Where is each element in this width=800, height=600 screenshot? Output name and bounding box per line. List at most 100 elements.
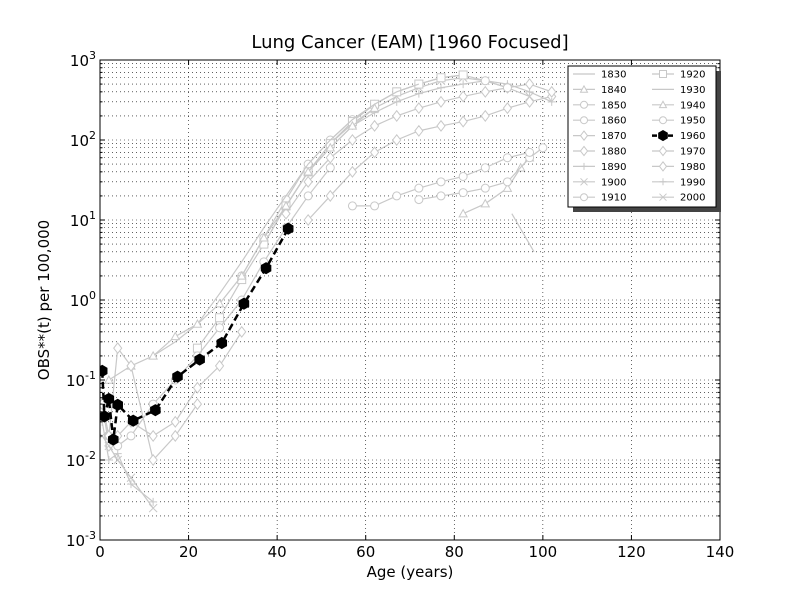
legend-label-1850: 1850 [601,100,626,111]
data-point-1940-3 [170,331,181,341]
data-point-1870-5 [414,124,424,137]
data-point-1880-11 [524,78,535,91]
data-point-1960-9 [216,336,228,350]
data-point-1960-12 [282,222,294,235]
data-point-1860-7 [502,153,512,163]
legend-label-1990: 1990 [680,177,705,188]
series-1860 [347,147,535,211]
y-axis-title: OBS**(t) per 100,000 [35,220,53,380]
data-point-1880-6 [414,102,424,115]
data-point-1960-4 [112,398,123,411]
legend-marker-1840 [579,84,589,93]
legend-label-1860: 1860 [601,116,626,127]
series-1830 [511,213,535,253]
legend-marker-1900 [580,177,588,186]
data-point-1850-2 [458,188,468,198]
legend-marker-1910 [580,193,588,202]
data-point-1880-12 [547,85,557,98]
data-point-1840-2 [502,183,513,192]
x-tick-label-1: 20 [179,543,198,561]
data-point-1860-2 [392,191,402,201]
data-point-1880-0 [281,207,291,220]
legend-marker-1870 [579,130,589,141]
legend-item-1890: 1890 [573,162,626,173]
data-point-1860-6 [480,163,490,173]
legend-label-1910: 1910 [601,193,626,204]
data-point-1870-0 [303,213,313,227]
legend-entries: 1830 1840 1850 1860 1870 1880 1890 1900 1910 1920… [573,70,705,204]
data-point-1880-7 [436,95,446,108]
legend-item-2000: 2000 [652,193,705,204]
series-layer [100,70,557,513]
data-point-1940-0 [104,374,114,384]
series-line-1850 [418,147,544,201]
x-tick-label-3: 60 [356,543,375,561]
legend-item-1860: 1860 [573,116,626,127]
y-tick-label-exp: 2 [89,129,96,142]
series-line-1970 [101,331,243,448]
data-point-1980-5 [170,429,180,442]
data-point-1940-11 [347,120,358,130]
y-tick-label-3: 100 [70,289,96,310]
legend-label-1880: 1880 [601,147,626,158]
data-point-1860-8 [525,147,535,157]
y-tick-label-0: 10-3 [66,529,96,550]
data-point-1960-1 [100,410,110,423]
legend-item-1880: 1880 [573,145,626,158]
legend-marker-1970 [658,145,668,157]
data-point-1960-7 [172,370,183,383]
y-tick-label-base: 10 [70,52,89,70]
data-point-1850-3 [480,183,490,193]
data-point-1960-10 [238,297,250,310]
legend-item-1960: 1960 [652,130,705,142]
data-point-1870-1 [325,189,335,202]
series-2000 [100,431,158,513]
legend: 1830 1840 1850 1860 1870 1880 1890 1900 1910 1920… [567,65,721,212]
data-point-1880-3 [347,133,358,147]
legend-item-1900: 1900 [573,177,626,188]
legend-marker-1960 [658,130,668,142]
data-point-1990-3 [127,480,135,489]
data-point-1940-5 [214,298,225,308]
data-point-1940-9 [303,166,313,176]
y-tick-label-exp: 1 [89,209,96,222]
legend-label-1920: 1920 [680,70,705,81]
y-tick-label-base: 10 [70,292,89,310]
y-tick-label-exp: -2 [85,449,96,462]
x-tick-label-2: 40 [268,543,287,561]
data-point-1870-9 [502,102,513,115]
legend-item-1930: 1930 [652,85,705,96]
data-point-1970-7 [214,359,225,372]
y-tick-label-5: 102 [70,129,96,150]
y-tick-label-6: 103 [70,49,96,70]
data-point-1880-9 [480,85,490,98]
legend-marker-2000 [659,193,667,202]
x-tick-label-5: 100 [529,543,558,561]
legend-label-1890: 1890 [601,162,626,173]
x-axis-title: Age (years) [367,563,454,581]
data-point-1870-3 [369,146,380,159]
data-point-1940-12 [369,103,380,112]
y-tick-label-exp: 3 [89,49,96,62]
data-point-1890-7 [437,83,445,92]
series-line-1830 [511,213,535,253]
data-point-1960-6 [150,404,161,417]
data-point-1960-11 [260,262,272,275]
y-tick-label-2: 10-1 [66,369,96,390]
legend-marker-1920 [659,70,667,78]
y-tick-label-4: 101 [70,209,96,230]
data-point-1950-7 [215,323,225,333]
data-point-1860-4 [436,177,446,187]
series-1850 [414,143,548,205]
data-point-1980-3 [126,359,136,372]
data-point-1850-0 [414,195,424,205]
x-tick-label-0: 0 [95,543,105,561]
data-point-1880-5 [392,109,402,122]
legend-label-1950: 1950 [680,116,705,127]
legend-item-1990: 1990 [652,177,705,188]
legend-item-1940: 1940 [652,100,705,111]
y-tick-label-base: 10 [66,532,85,550]
data-point-2000-3 [126,473,136,483]
